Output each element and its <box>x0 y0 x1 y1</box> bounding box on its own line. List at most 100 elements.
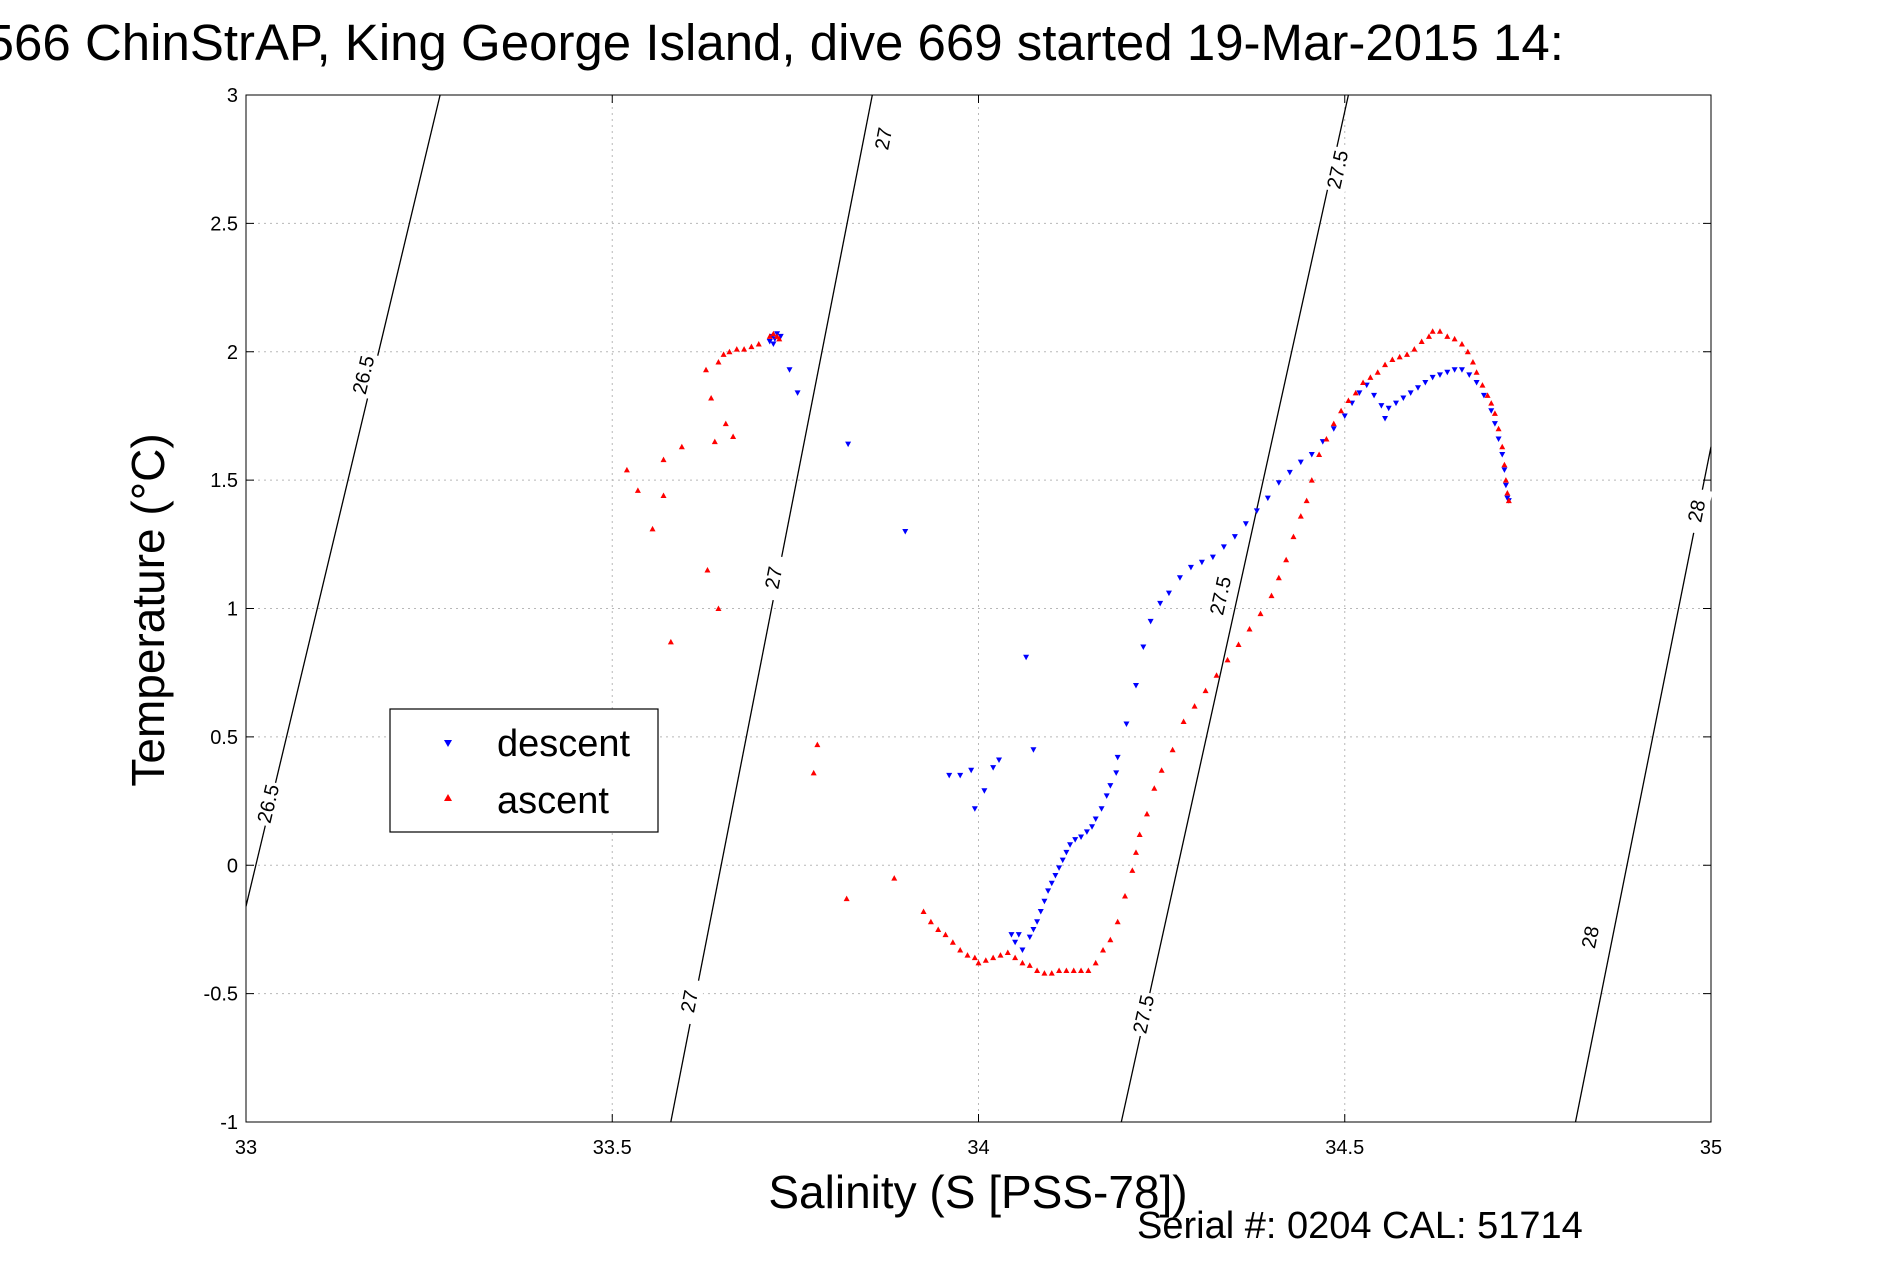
descent-point <box>1378 403 1385 409</box>
descent-point <box>1034 919 1041 925</box>
ascent-point <box>1389 356 1396 362</box>
ascent-point <box>1056 967 1063 974</box>
legend: descent ascent <box>389 708 659 833</box>
ascent-point <box>1129 867 1136 873</box>
ascent-point <box>1085 967 1092 974</box>
ascent-point <box>1303 497 1310 504</box>
descent-point <box>1187 564 1194 571</box>
descent-point <box>1063 849 1070 856</box>
ascent-point <box>678 443 685 450</box>
ascent-point <box>935 926 942 932</box>
contour-label: 28 <box>1578 924 1604 950</box>
ascent-point <box>733 346 740 352</box>
x-tick-label: 33 <box>235 1137 257 1159</box>
ascent-point <box>1425 333 1432 339</box>
ascent-point <box>949 939 956 945</box>
descent-point <box>1132 683 1139 689</box>
y-tick-label: -1 <box>220 1112 238 1134</box>
isopycnal-line <box>670 94 873 1123</box>
y-tick-label: 0 <box>227 855 238 877</box>
ascent-point <box>1213 672 1220 678</box>
descent-point <box>1308 451 1315 458</box>
ascent-point <box>1396 353 1403 360</box>
ascent-point <box>755 341 762 347</box>
ascent-point <box>1338 407 1345 414</box>
ascent-point <box>1451 335 1458 342</box>
ascent-point <box>1275 574 1282 581</box>
ascent-point <box>623 466 630 473</box>
ascent-point <box>715 605 722 611</box>
ascent-point <box>741 346 748 352</box>
contour-label: 27.5 <box>1323 148 1353 191</box>
ascent-point <box>660 456 667 463</box>
legend-ascent-label: ascent <box>497 780 609 822</box>
ascent-point <box>720 351 727 357</box>
ascent-point <box>1429 328 1436 334</box>
ascent-point <box>1473 369 1480 375</box>
ascent-point <box>1026 962 1033 968</box>
x-tick-label: 33.5 <box>593 1137 632 1159</box>
ascent-point <box>1345 397 1352 404</box>
descent-point <box>1176 575 1183 581</box>
descent-point <box>1067 842 1074 848</box>
descent-point <box>1429 374 1436 381</box>
contour-label-bg <box>867 114 900 163</box>
ascent-point <box>1495 425 1502 432</box>
descent-point <box>766 338 773 345</box>
contour-label: 28 <box>1684 498 1710 524</box>
descent-point <box>1147 618 1154 625</box>
ascent-point <box>927 918 934 925</box>
ascent-point <box>1316 451 1323 457</box>
ascent-point <box>1169 746 1176 753</box>
y-tick-label: 2.5 <box>210 213 238 235</box>
descent-series <box>766 331 1512 953</box>
ascent-point <box>1151 785 1158 791</box>
descent-point <box>1495 436 1502 443</box>
y-tick-label: 0.5 <box>210 727 238 749</box>
descent-point <box>1242 521 1249 527</box>
descent-point <box>1078 834 1085 841</box>
ascent-point <box>708 394 715 401</box>
contour-label-bg <box>673 977 706 1026</box>
legend-descent-label: descent <box>497 723 631 765</box>
contour-label: 26.5 <box>349 354 379 397</box>
ascent-point <box>667 638 674 645</box>
chart-title: SG566 ChinStrAP, King George Island, div… <box>0 14 1564 71</box>
descent-point <box>1072 837 1079 843</box>
ascent-point <box>814 741 821 748</box>
ascent-point <box>711 438 718 445</box>
ascent-point <box>1235 641 1242 647</box>
descent-point <box>1019 947 1026 953</box>
ascent-point <box>1180 718 1187 724</box>
ascent-point <box>1100 946 1107 953</box>
descent-point <box>1052 873 1059 879</box>
descent-point <box>1488 408 1495 414</box>
isopycnal-line <box>1120 94 1350 1123</box>
descent-point <box>1048 880 1055 887</box>
ascent-point <box>703 366 710 373</box>
legend-box <box>389 708 659 833</box>
descent-point <box>1393 400 1400 407</box>
descent-point <box>1473 380 1480 386</box>
ascent-point <box>982 957 989 963</box>
descent-point <box>1382 416 1389 422</box>
descent-point <box>1480 392 1487 399</box>
ascent-point <box>990 954 997 961</box>
descent-point <box>1008 932 1015 938</box>
ascent-point <box>1257 610 1264 617</box>
descent-point <box>1165 590 1172 597</box>
ascent-point <box>1382 361 1389 368</box>
descent-point <box>1253 508 1260 514</box>
x-tick-label: 35 <box>1700 1137 1722 1159</box>
ascent-point <box>957 946 964 953</box>
ascent-point <box>1114 918 1121 925</box>
ascent-point <box>1418 338 1425 344</box>
ascent-point <box>1034 967 1041 974</box>
ascent-point <box>770 330 777 337</box>
descent-point <box>1491 421 1498 427</box>
ascent-point <box>1158 767 1165 773</box>
descent-point <box>1041 898 1048 905</box>
ascent-point <box>1491 410 1498 416</box>
ascent-point <box>1444 333 1451 339</box>
descent-point <box>1089 824 1096 830</box>
